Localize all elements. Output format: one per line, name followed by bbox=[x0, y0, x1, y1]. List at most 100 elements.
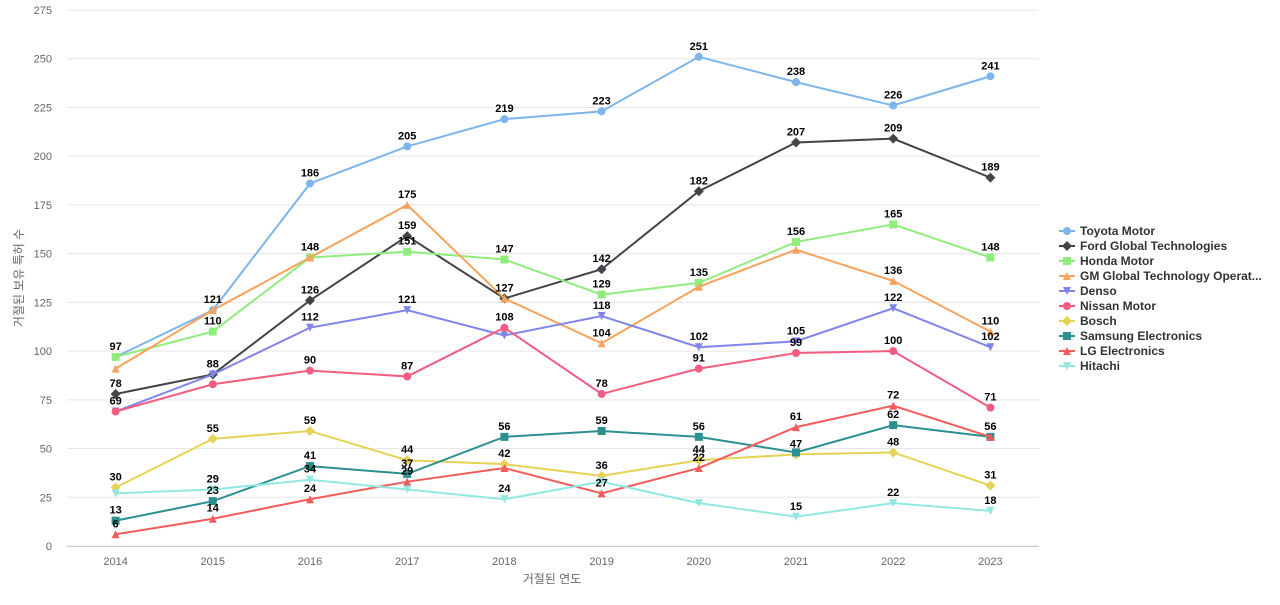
series-5 bbox=[111, 323, 995, 416]
series-2 bbox=[111, 220, 995, 361]
series-line bbox=[115, 55, 991, 358]
data-point bbox=[500, 464, 509, 473]
data-label: 48 bbox=[887, 436, 899, 448]
data-point bbox=[694, 343, 703, 352]
data-label: 102 bbox=[981, 331, 999, 343]
data-label: 47 bbox=[790, 438, 802, 450]
data-point bbox=[792, 349, 800, 358]
data-label: 110 bbox=[982, 316, 1000, 328]
series-line bbox=[115, 429, 991, 489]
data-label: 55 bbox=[207, 423, 219, 435]
y-tick-label: 225 bbox=[34, 102, 52, 114]
x-axis-ticks: 2014 2015 2016 2017 2018 2019 2020 2021 2022 2023 bbox=[103, 556, 1002, 568]
data-point bbox=[986, 343, 995, 352]
data-label: 61 bbox=[790, 411, 802, 423]
data-label: 112 bbox=[301, 312, 319, 324]
data-label: 223 bbox=[592, 95, 610, 107]
data-point bbox=[500, 495, 509, 504]
data-label: 56 bbox=[693, 421, 705, 433]
data-label: 42 bbox=[498, 448, 510, 460]
legend-label: Ford Global Technologies bbox=[1080, 239, 1227, 253]
series-line bbox=[115, 478, 991, 518]
data-label: 22 bbox=[693, 452, 705, 464]
data-label: 100 bbox=[884, 335, 902, 347]
data-point bbox=[403, 477, 412, 486]
data-point bbox=[305, 295, 315, 306]
data-point bbox=[693, 186, 704, 197]
data-point bbox=[306, 475, 314, 484]
data-label: 121 bbox=[398, 294, 416, 306]
data-label: 24 bbox=[304, 483, 317, 495]
y-axis-title: 거절된 보유 특허 수 bbox=[12, 229, 26, 327]
data-point bbox=[889, 499, 898, 508]
y-tick-label: 275 bbox=[34, 5, 52, 17]
y-tick-label: 50 bbox=[40, 444, 52, 456]
data-point bbox=[597, 477, 606, 486]
data-label: 165 bbox=[884, 208, 902, 220]
data-label: 104 bbox=[592, 327, 611, 339]
data-label: 14 bbox=[207, 503, 220, 515]
legend-marker bbox=[1062, 316, 1072, 326]
data-label: 122 bbox=[884, 292, 902, 304]
data-point bbox=[986, 506, 995, 515]
data-point bbox=[889, 347, 898, 356]
data-point bbox=[694, 464, 703, 473]
x-tick-label: 2020 bbox=[687, 556, 711, 568]
data-label: 31 bbox=[984, 470, 996, 482]
data-point bbox=[889, 276, 898, 285]
series-line bbox=[115, 137, 991, 395]
data-point bbox=[403, 485, 412, 494]
data-point bbox=[208, 514, 217, 523]
series-6 bbox=[110, 426, 996, 493]
data-point bbox=[500, 323, 509, 332]
y-tick-label: 175 bbox=[34, 200, 52, 212]
data-label: 72 bbox=[887, 390, 899, 402]
data-point bbox=[792, 78, 800, 87]
data-label: 207 bbox=[787, 127, 805, 139]
legend-label: LG Electronics bbox=[1080, 344, 1165, 358]
data-point bbox=[986, 72, 995, 81]
data-label: 238 bbox=[787, 66, 805, 78]
data-label: 71 bbox=[984, 392, 996, 404]
data-point bbox=[305, 426, 315, 437]
data-point bbox=[403, 306, 412, 315]
data-label: 121 bbox=[204, 294, 222, 306]
data-label: 22 bbox=[887, 487, 899, 499]
legend-marker bbox=[1063, 332, 1071, 340]
data-label: 34 bbox=[304, 464, 317, 476]
data-point bbox=[792, 245, 800, 254]
series-line bbox=[115, 203, 991, 370]
data-label: 78 bbox=[109, 378, 121, 390]
data-label: 241 bbox=[981, 60, 999, 72]
data-point bbox=[208, 485, 217, 494]
data-point bbox=[693, 455, 704, 466]
data-point bbox=[403, 247, 412, 256]
data-label: 110 bbox=[204, 316, 222, 328]
data-label: 142 bbox=[592, 253, 610, 265]
data-label: 29 bbox=[207, 473, 219, 485]
data-label: 136 bbox=[884, 265, 902, 277]
data-point bbox=[500, 294, 509, 303]
legend-item: Ford Global Technologies bbox=[1059, 239, 1227, 253]
x-tick-label: 2016 bbox=[298, 556, 322, 568]
data-point bbox=[694, 52, 703, 61]
y-axis-ticks: 0 25 50 75 100 125 150 175 200 225 250 275 bbox=[34, 5, 52, 553]
data-point bbox=[986, 403, 995, 412]
data-label: 59 bbox=[304, 415, 316, 427]
data-label: 29 bbox=[401, 466, 413, 478]
data-label: 156 bbox=[787, 226, 805, 238]
data-point bbox=[694, 499, 703, 508]
legend-item: Honda Motor bbox=[1059, 254, 1154, 268]
data-point bbox=[889, 220, 898, 229]
series-3 bbox=[111, 200, 995, 373]
data-point bbox=[208, 497, 217, 506]
data-label: 102 bbox=[690, 331, 708, 343]
data-point bbox=[597, 339, 606, 348]
data-label: 186 bbox=[301, 167, 319, 179]
data-point bbox=[402, 455, 413, 466]
y-tick-label: 250 bbox=[34, 54, 52, 66]
data-point bbox=[985, 172, 996, 183]
data-point bbox=[597, 290, 606, 299]
series-layer bbox=[110, 52, 996, 539]
